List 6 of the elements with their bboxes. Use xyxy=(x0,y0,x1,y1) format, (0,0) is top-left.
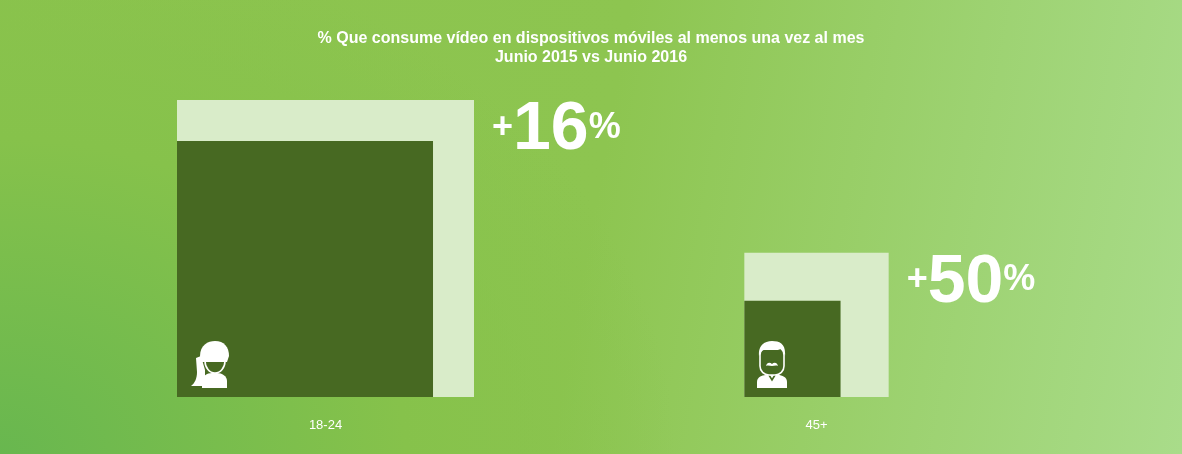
annotation: +50% xyxy=(906,239,1036,316)
chart-subtitle: Junio 2015 vs Junio 2016 xyxy=(494,47,688,65)
annotation: +16% xyxy=(492,87,621,163)
x-tick-label: 18-24 xyxy=(308,417,343,432)
x-tick-label: 45+ xyxy=(805,417,828,432)
chart-title: % Que consume vídeo en dispositivos móviles al menos una vez al mes xyxy=(317,28,865,46)
